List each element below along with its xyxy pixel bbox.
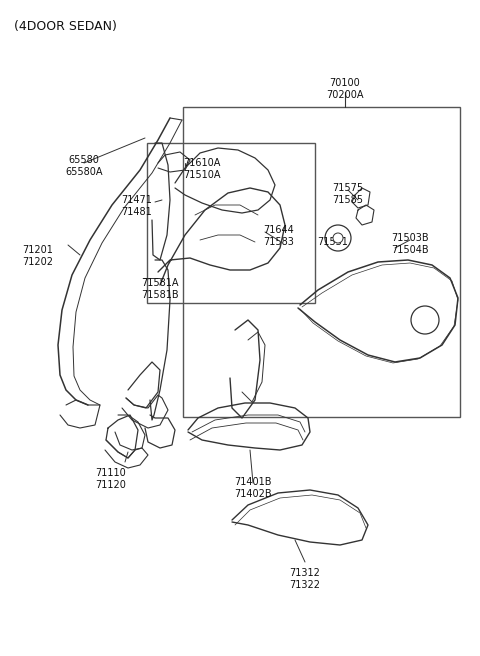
Text: 71201
71202: 71201 71202 [23, 245, 53, 268]
Text: 65580
65580A: 65580 65580A [65, 155, 103, 177]
Text: 71531: 71531 [318, 237, 348, 247]
Text: 71610A
71510A: 71610A 71510A [183, 158, 220, 180]
Text: (4DOOR SEDAN): (4DOOR SEDAN) [14, 20, 117, 33]
Text: 71401B
71402B: 71401B 71402B [234, 477, 272, 499]
Text: 71110
71120: 71110 71120 [96, 468, 126, 491]
Text: 71503B
71504B: 71503B 71504B [391, 233, 429, 255]
Text: 71581A
71581B: 71581A 71581B [141, 278, 179, 300]
Bar [183, 107, 460, 417]
Circle shape [411, 306, 439, 334]
Circle shape [325, 225, 351, 251]
Bar [147, 143, 315, 303]
Text: 71471
71481: 71471 71481 [121, 195, 153, 217]
Text: 71644
71583: 71644 71583 [263, 225, 294, 247]
Text: 71575
71585: 71575 71585 [333, 183, 363, 205]
Text: 71312
71322: 71312 71322 [289, 568, 321, 590]
Text: 70100
70200A: 70100 70200A [326, 78, 364, 100]
Circle shape [333, 233, 343, 243]
